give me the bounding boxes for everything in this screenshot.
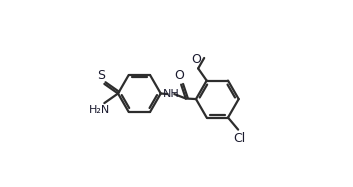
Text: Cl: Cl	[233, 132, 245, 145]
Text: NH: NH	[163, 89, 179, 99]
Text: O: O	[175, 69, 185, 82]
Text: S: S	[97, 69, 105, 82]
Text: O: O	[192, 53, 202, 66]
Text: H₂N: H₂N	[89, 105, 110, 115]
